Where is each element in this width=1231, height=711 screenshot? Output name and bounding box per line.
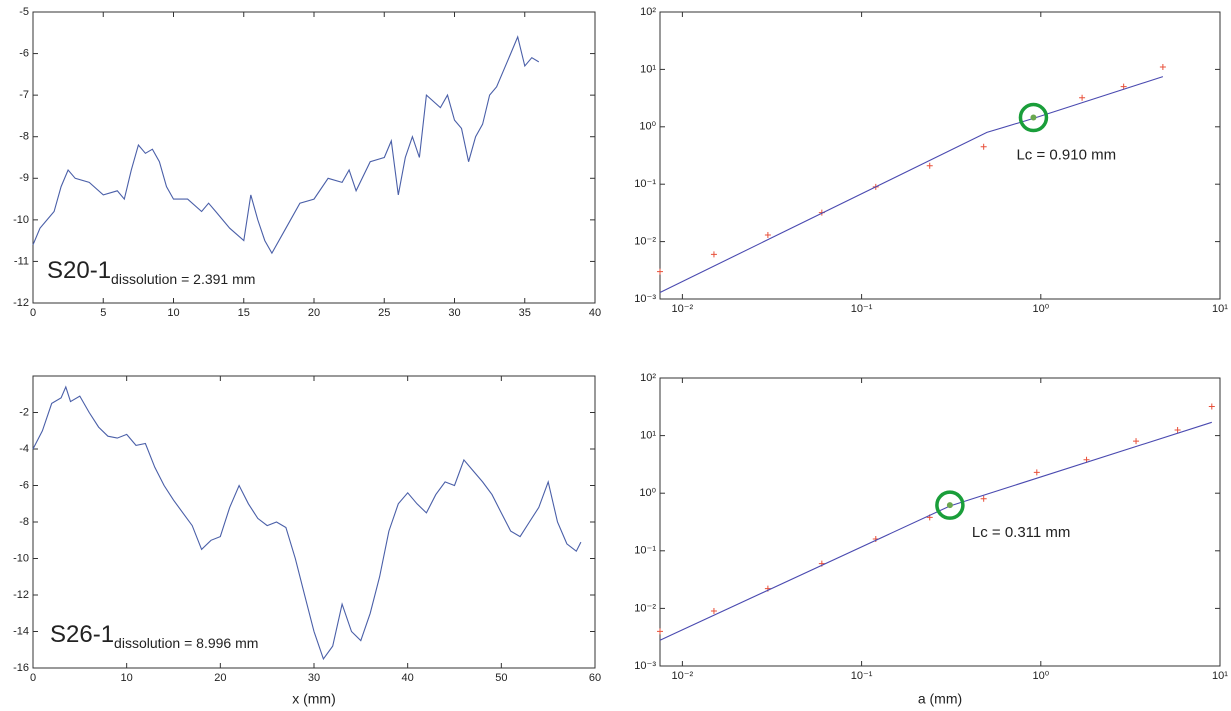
x-tick-label: 10⁻² [672, 303, 694, 315]
plot-frame [659, 11, 1221, 300]
data-point [1120, 83, 1127, 90]
data-point [980, 495, 987, 502]
critical-length-point [1030, 114, 1037, 121]
x-tick-label: 35 [519, 307, 531, 319]
y-tick-label: -10 [13, 552, 29, 564]
y-tick-label: -16 [13, 662, 29, 674]
data-point [657, 628, 663, 635]
x-tick-label: 10 [167, 307, 179, 319]
x-tick-label: 10⁻² [672, 670, 694, 682]
x-tick-label: 5 [100, 307, 106, 319]
annotation: Lc = 0.910 mm [1016, 147, 1116, 164]
y-tick-label: -9 [19, 172, 29, 184]
y-tick-label: -7 [19, 89, 29, 101]
x-tick-label: 20 [308, 307, 320, 319]
y-tick-label: -11 [14, 255, 29, 267]
y-tick-label: -4 [19, 443, 29, 455]
plot-frame [659, 377, 1221, 667]
data-line [659, 421, 1212, 641]
y-tick-label: -12 [13, 297, 29, 309]
y-tick-label: 10⁰ [639, 121, 656, 133]
y-tick-label: -8 [19, 516, 29, 528]
data-point [980, 143, 987, 150]
data-point [1159, 64, 1166, 71]
data-point [1174, 427, 1181, 434]
data-line [659, 76, 1164, 293]
x-tick-label: 10⁰ [1032, 670, 1049, 682]
x-tick-label: 30 [308, 672, 320, 684]
y-tick-label: -6 [19, 47, 29, 59]
data-point [710, 251, 717, 258]
y-tick-label: -10 [13, 214, 29, 226]
critical-length-point [946, 502, 953, 509]
data-point [1208, 403, 1215, 410]
y-tick-label: 10⁻² [634, 602, 656, 614]
x-tick-label: 10¹ [1212, 303, 1228, 315]
x-axis-label: a (mm) [918, 691, 962, 707]
x-tick-label: 10⁻¹ [851, 303, 873, 315]
annotation: Lc = 0.311 mm [972, 524, 1071, 541]
critical-length-ring [1018, 102, 1049, 133]
sample-subscript: dissolution = 2.391 mm [111, 271, 255, 287]
x-tick-label: 20 [214, 672, 226, 684]
x-tick-label: 0 [30, 672, 36, 684]
x-tick-label: 0 [30, 307, 36, 319]
data-point [710, 608, 717, 615]
y-tick-label: 10⁻¹ [634, 178, 656, 190]
y-tick-label: 10⁻³ [634, 660, 656, 672]
x-tick-label: 10⁰ [1032, 303, 1049, 315]
y-tick-label: 10⁰ [639, 487, 656, 499]
x-tick-label: 15 [238, 307, 250, 319]
sample-name: S26-1 [50, 621, 114, 648]
x-tick-label: 60 [589, 672, 601, 684]
data-point [926, 162, 933, 169]
sample-name: S20-1 [47, 257, 111, 284]
y-tick-label: 10⁻¹ [634, 545, 656, 557]
y-tick-label: -2 [19, 406, 29, 418]
data-point [657, 268, 663, 275]
data-point [1133, 438, 1140, 445]
x-tick-label: 50 [495, 672, 507, 684]
sample-subscript: dissolution = 8.996 mm [114, 635, 258, 651]
x-tick-label: 10 [121, 672, 133, 684]
y-tick-label: 10⁻³ [634, 293, 656, 305]
x-tick-label: 40 [402, 672, 414, 684]
data-point [1079, 94, 1086, 101]
y-tick-label: -5 [19, 6, 29, 18]
y-tick-label: -6 [19, 479, 29, 491]
data-point [764, 232, 771, 239]
plot-frame [32, 375, 596, 669]
x-tick-label: 25 [378, 307, 390, 319]
data-point [1033, 469, 1040, 476]
y-tick-label: -12 [13, 589, 29, 601]
y-tick-label: 10¹ [640, 430, 656, 442]
x-tick-label: 10¹ [1212, 670, 1228, 682]
plot-frame [32, 11, 596, 304]
data-line [32, 35, 540, 255]
y-tick-label: 10² [640, 6, 656, 18]
y-tick-label: -14 [13, 625, 29, 637]
critical-length-ring [935, 490, 965, 520]
sample-label: S20-1dissolution = 2.391 mm [47, 257, 255, 286]
y-tick-label: 10¹ [640, 63, 656, 75]
x-tick-label: 10⁻¹ [851, 670, 873, 682]
y-tick-label: 10⁻² [634, 236, 656, 248]
x-axis-label: x (mm) [292, 691, 336, 707]
y-tick-label: 10² [640, 372, 656, 384]
sample-label: S26-1dissolution = 8.996 mm [50, 621, 258, 650]
data-line [32, 385, 582, 661]
x-tick-label: 40 [589, 307, 601, 319]
y-tick-label: -8 [19, 131, 29, 143]
x-tick-label: 30 [448, 307, 460, 319]
